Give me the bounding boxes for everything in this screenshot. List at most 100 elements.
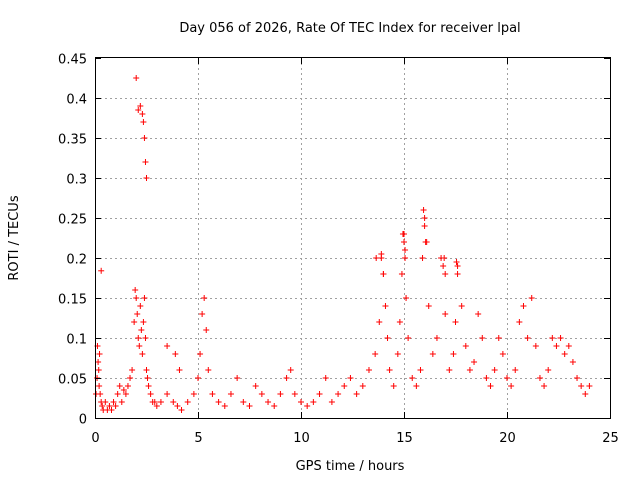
data-point <box>140 119 147 125</box>
data-point <box>398 271 405 277</box>
data-point <box>258 391 265 397</box>
y-tick-label: 0.15 <box>58 293 87 308</box>
data-point <box>147 391 154 397</box>
data-point <box>504 375 510 381</box>
data-point <box>328 399 335 405</box>
data-point <box>491 367 498 373</box>
data-point <box>422 239 429 245</box>
data-point <box>133 75 140 81</box>
data-point <box>446 367 453 373</box>
data-point <box>221 403 228 409</box>
data-point <box>141 295 148 301</box>
x-tick-labels: 0 5 10 15 20 25 <box>91 431 618 446</box>
data-point <box>402 255 409 261</box>
data-point <box>565 343 572 349</box>
data-point <box>384 335 391 341</box>
data-point <box>378 251 385 257</box>
data-point <box>108 407 115 413</box>
data-point <box>114 391 121 397</box>
data-point <box>137 103 144 109</box>
data-point <box>277 391 284 397</box>
data-point <box>420 207 427 213</box>
data-point <box>516 319 523 325</box>
data-point <box>142 335 149 341</box>
y-tick-label: 0.4 <box>66 93 87 108</box>
data-point <box>458 303 465 309</box>
data-point <box>453 259 460 265</box>
data-point <box>582 391 589 397</box>
data-point <box>495 335 502 341</box>
data-point <box>557 335 564 341</box>
data-point <box>144 375 151 381</box>
data-point <box>532 343 539 349</box>
data-point <box>499 351 506 357</box>
data-point <box>396 319 403 325</box>
y-tick-label: 0.35 <box>58 133 87 148</box>
data-point <box>122 391 129 397</box>
data-point <box>440 263 447 269</box>
data-point <box>508 383 515 389</box>
chart-title: Day 056 of 2026, Rate Of TEC Index for r… <box>179 21 520 36</box>
data-point <box>553 343 560 349</box>
data-point <box>132 287 139 293</box>
data-point <box>197 351 204 357</box>
data-point <box>209 391 216 397</box>
data-point <box>205 367 212 373</box>
data-point <box>419 255 426 261</box>
data-point <box>409 375 416 381</box>
data-point <box>143 175 150 181</box>
data-point <box>201 295 208 301</box>
data-point <box>141 135 148 141</box>
x-tick-label: 15 <box>396 431 413 446</box>
data-point <box>466 367 473 373</box>
data-point <box>376 319 383 325</box>
data-point <box>133 295 140 301</box>
data-point <box>203 327 210 333</box>
data-point <box>347 375 354 381</box>
data-point <box>462 343 469 349</box>
y-axis-label: ROTI / TECUs <box>7 195 22 280</box>
y-tick-label: 0.1 <box>66 333 87 348</box>
data-point <box>140 319 147 325</box>
data-point <box>316 391 323 397</box>
data-point <box>174 403 181 409</box>
data-point <box>124 383 131 389</box>
data-point <box>153 403 160 409</box>
data-point <box>98 267 105 274</box>
data-point <box>95 359 102 365</box>
y-tick-labels: 0 0.05 0.1 0.15 0.2 0.25 0.3 0.35 0.4 0.45 <box>58 53 87 428</box>
data-point <box>227 391 234 397</box>
grid-lines <box>95 58 610 418</box>
data-point <box>421 215 428 221</box>
data-point <box>429 351 436 357</box>
data-point <box>271 403 278 409</box>
data-point <box>190 391 197 397</box>
data-point <box>353 391 360 397</box>
data-point <box>135 335 142 341</box>
data-point <box>341 383 348 389</box>
x-tick-label: 25 <box>602 431 619 446</box>
data-point <box>574 375 581 381</box>
data-point <box>151 399 158 405</box>
data-point <box>549 335 556 341</box>
plot-frame <box>95 57 611 419</box>
data-points <box>93 75 593 413</box>
data-point <box>291 391 298 397</box>
y-tick-label: 0.05 <box>58 373 87 388</box>
y-tick-label: 0 <box>79 413 87 428</box>
data-point <box>131 319 138 325</box>
data-point <box>99 403 106 409</box>
data-point <box>520 303 527 309</box>
data-point <box>138 327 145 333</box>
data-point <box>452 319 459 325</box>
data-point <box>390 383 397 389</box>
data-point <box>386 367 393 373</box>
data-point <box>178 407 185 413</box>
data-point <box>403 295 410 301</box>
data-point <box>536 375 543 381</box>
data-point <box>524 335 531 341</box>
data-point <box>359 383 366 389</box>
data-point <box>569 359 576 365</box>
data-point <box>322 375 329 381</box>
x-tick-label: 5 <box>194 431 202 446</box>
